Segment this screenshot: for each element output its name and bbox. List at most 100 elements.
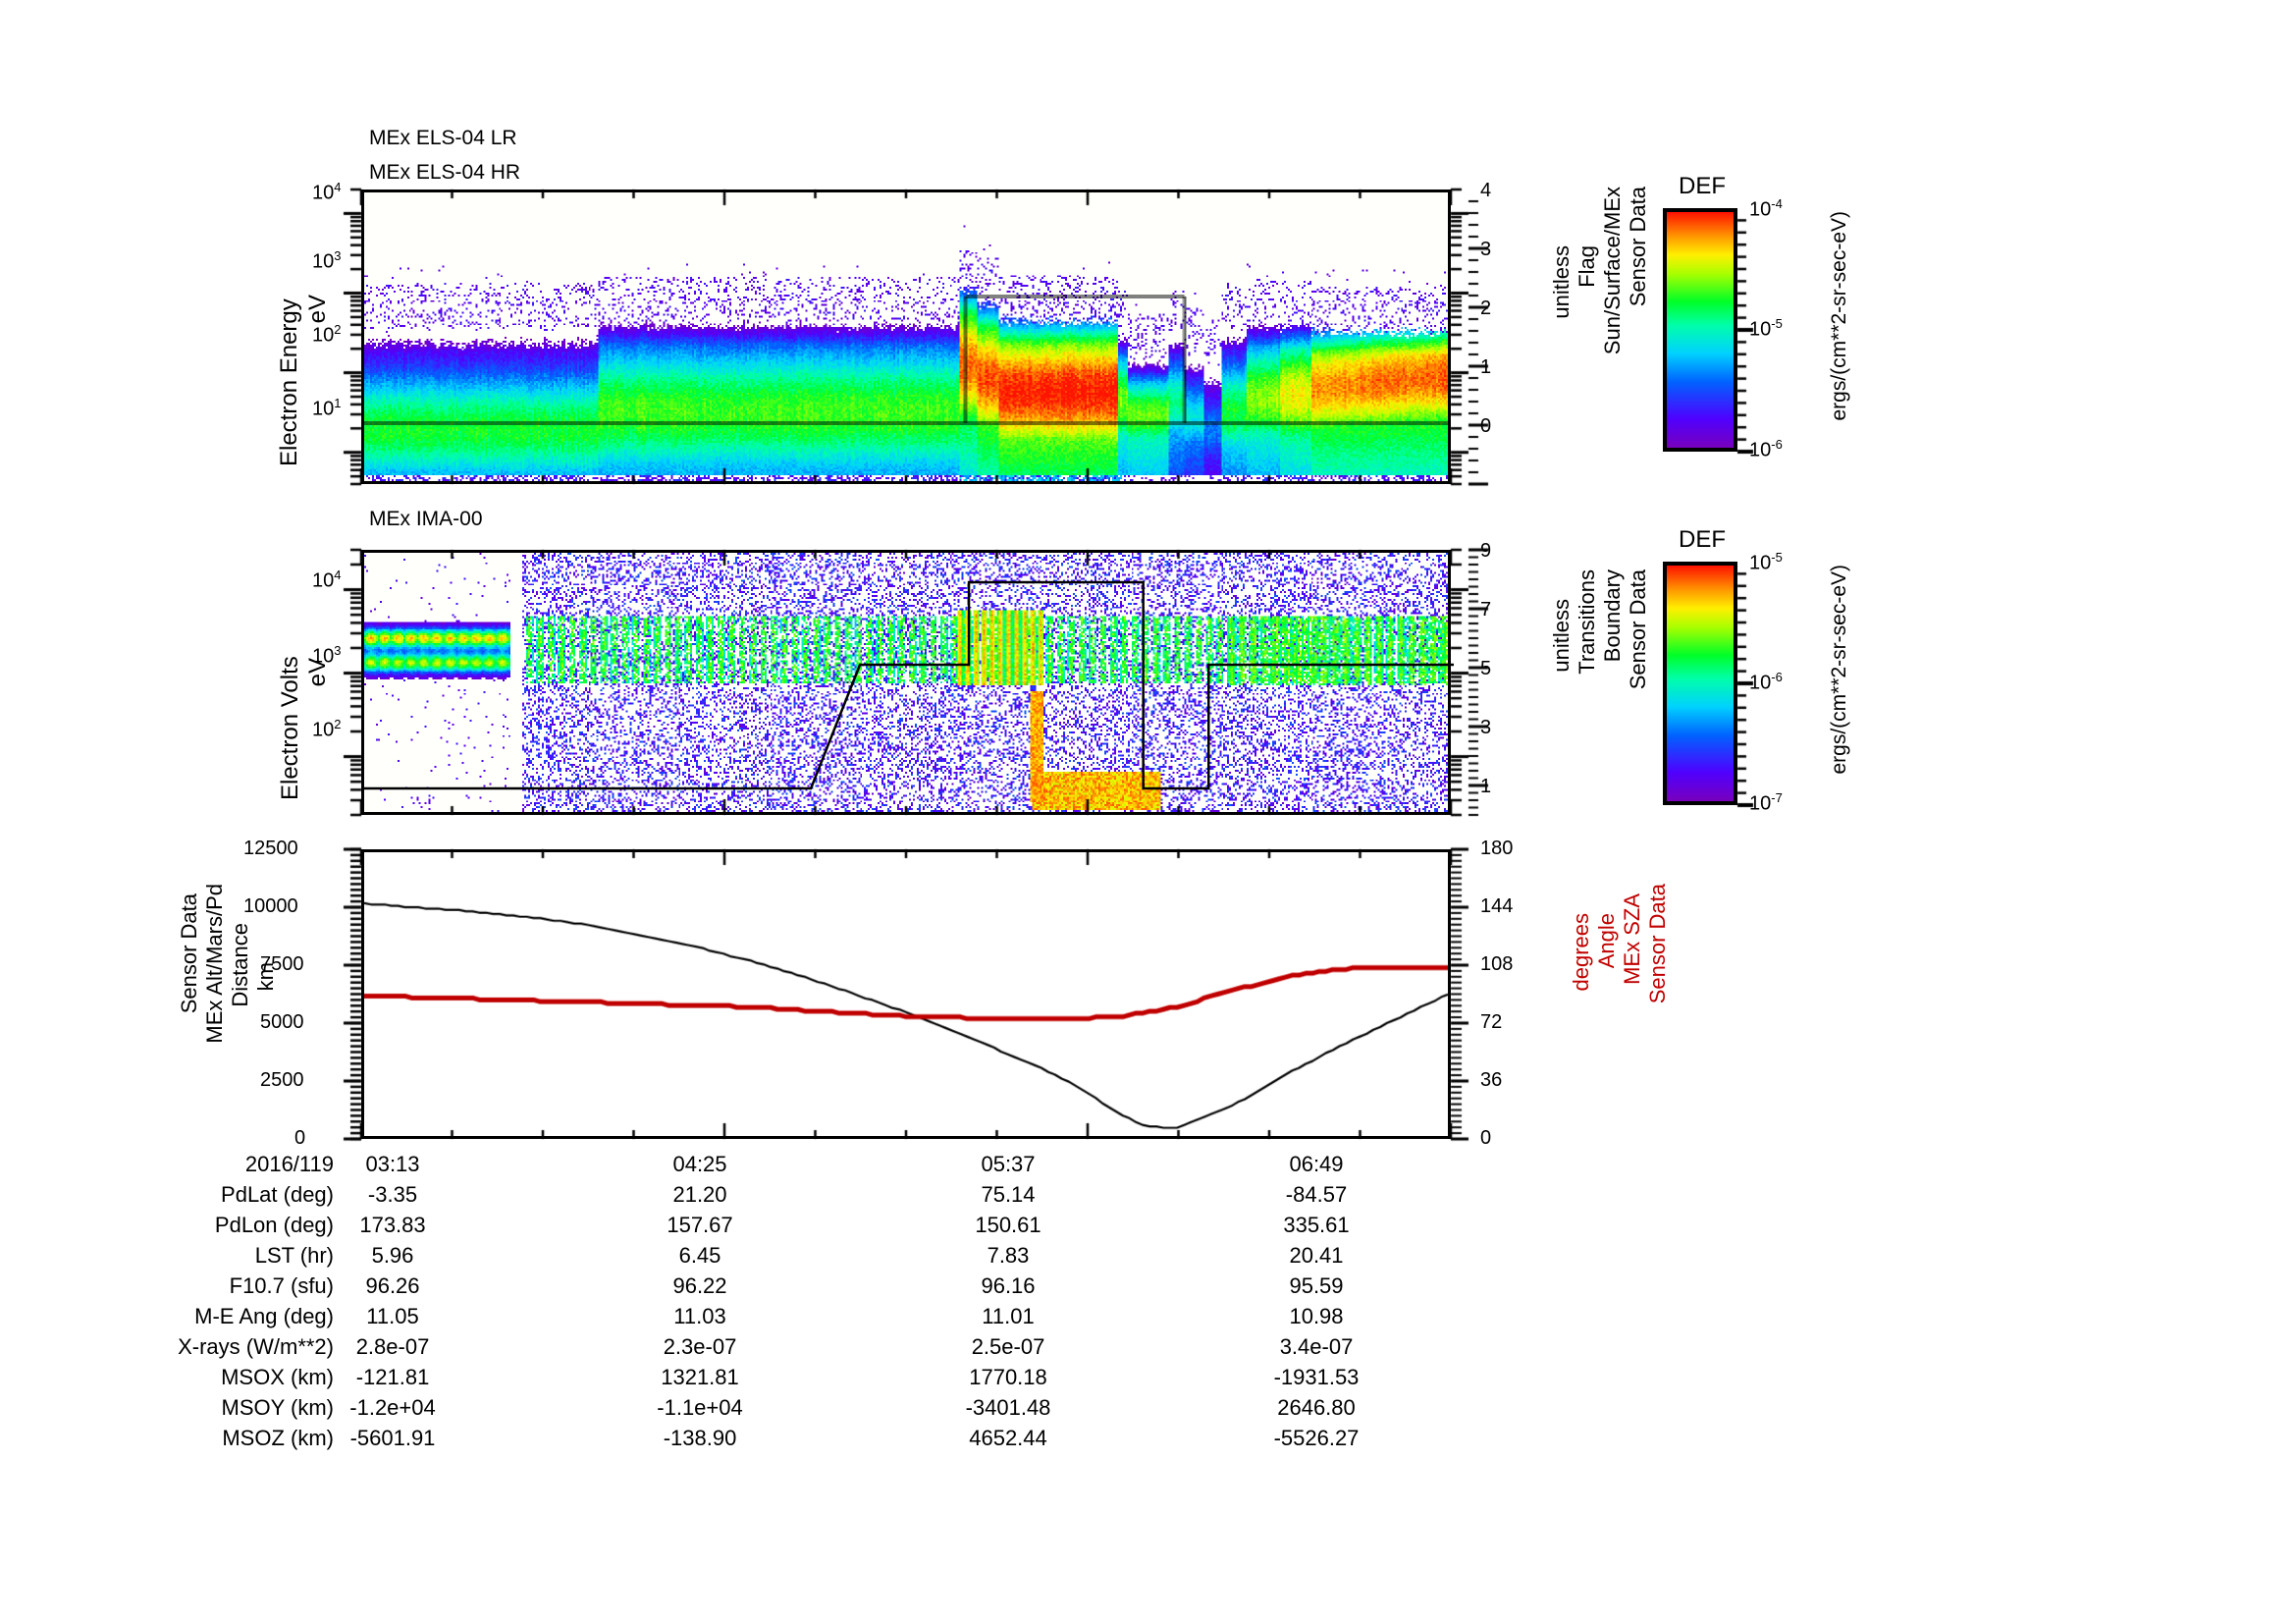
table-cell: -3.35 bbox=[367, 1182, 418, 1207]
alt-ytick-0: 0 bbox=[294, 1127, 306, 1149]
els-right-tick-4: 4 bbox=[1480, 180, 1492, 201]
table-cell: 10.98 bbox=[1289, 1304, 1344, 1328]
sza-ytick-108: 108 bbox=[1480, 953, 1514, 975]
table-row-label: MSOX (km) bbox=[221, 1365, 334, 1389]
alt-left-axis-label: Sensor Data MEx Alt/Mars/Pd Distance km bbox=[177, 884, 278, 1044]
table-cell: 96.22 bbox=[672, 1273, 727, 1298]
alt-ytick-12500: 12500 bbox=[243, 838, 298, 859]
table-cell: 2.5e-07 bbox=[971, 1334, 1045, 1359]
els-yaxis-units: eV bbox=[304, 295, 331, 324]
ima-right-tick-5: 5 bbox=[1480, 658, 1492, 679]
table-cell: 5.96 bbox=[371, 1243, 414, 1268]
table-row-label: MSOY (km) bbox=[221, 1395, 334, 1420]
ima-ytick-1e4: 104 bbox=[312, 568, 342, 592]
table-cell: -1931.53 bbox=[1273, 1365, 1360, 1389]
els-right-axis-label: Sensor Data Sun/Surface/MEx Flag unitles… bbox=[1549, 187, 1650, 355]
table-cell: 1321.81 bbox=[661, 1365, 739, 1389]
panel-els-title-lr: MEx ELS-04 LR bbox=[369, 127, 517, 149]
els-ytick-1e3: 103 bbox=[312, 248, 342, 273]
colorbar-1-bottom-label: 10-6 bbox=[1749, 437, 1783, 461]
table-cell: 06:49 bbox=[1289, 1152, 1344, 1176]
table-cell: 95.59 bbox=[1289, 1273, 1344, 1298]
els-ytick-1e1: 101 bbox=[312, 396, 342, 420]
table-cell: -1.1e+04 bbox=[657, 1395, 743, 1420]
ima-yaxis-units: eV bbox=[304, 658, 331, 687]
sza-ytick-180: 180 bbox=[1480, 838, 1514, 859]
table-cell: 11.05 bbox=[366, 1304, 419, 1328]
table-cell: 20.41 bbox=[1289, 1243, 1344, 1268]
els-right-tick-2: 2 bbox=[1480, 298, 1492, 319]
colorbar-2 bbox=[1663, 562, 1737, 805]
table-cell: 05:37 bbox=[981, 1152, 1036, 1176]
ima-right-tick-1: 1 bbox=[1480, 776, 1492, 797]
table-cell: -84.57 bbox=[1285, 1182, 1348, 1207]
ima-right-tick-3: 3 bbox=[1480, 717, 1492, 738]
ima-boundary-transitions-line bbox=[364, 580, 1454, 790]
colorbar-1-units: ergs/(cm**2-sr-sec-eV) bbox=[1828, 211, 1850, 421]
colorbar-2-mid-label: 10-6 bbox=[1749, 670, 1783, 694]
table-cell: 75.14 bbox=[981, 1182, 1036, 1207]
table-cell: 11.03 bbox=[673, 1304, 726, 1328]
table-cell: 4652.44 bbox=[969, 1426, 1047, 1450]
panel-alt-plot[interactable] bbox=[361, 849, 1451, 1139]
table-cell: 2.8e-07 bbox=[355, 1334, 430, 1359]
els-right-tick-0: 0 bbox=[1480, 415, 1492, 437]
table-row-label: 2016/119 bbox=[244, 1152, 334, 1176]
colorbar-2-bottom-label: 10-7 bbox=[1749, 790, 1783, 815]
ima-right-tick-7: 7 bbox=[1480, 599, 1492, 621]
colorbar-1-mid-label: 10-5 bbox=[1749, 316, 1783, 341]
table-row-label: LST (hr) bbox=[254, 1243, 334, 1268]
colorbar-1-top-label: 10-4 bbox=[1749, 196, 1783, 221]
table-cell: 6.45 bbox=[678, 1243, 721, 1268]
colorbar-2-units: ergs/(cm**2-sr-sec-eV) bbox=[1828, 565, 1850, 775]
table-cell: -3401.48 bbox=[965, 1395, 1051, 1420]
table-cell: 11.01 bbox=[982, 1304, 1035, 1328]
els-right-tick-3: 3 bbox=[1480, 239, 1492, 260]
table-cell: 1770.18 bbox=[969, 1365, 1047, 1389]
table-cell: -121.81 bbox=[355, 1365, 430, 1389]
sza-ytick-36: 36 bbox=[1480, 1069, 1503, 1091]
panel-els-plot[interactable] bbox=[361, 189, 1451, 484]
table-row-label: PdLon (deg) bbox=[214, 1213, 334, 1237]
table-row-label: PdLat (deg) bbox=[221, 1182, 334, 1207]
panel-ima-title: MEx IMA-00 bbox=[369, 508, 483, 530]
panel-els-title-hr: MEx ELS-04 HR bbox=[369, 161, 521, 184]
ima-right-axis-label: Sensor Data Boundary Transitions unitles… bbox=[1549, 569, 1650, 690]
colorbar-2-title: DEF bbox=[1679, 526, 1726, 553]
table-cell: 3.4e-07 bbox=[1279, 1334, 1354, 1359]
els-ytick-1e4: 104 bbox=[312, 180, 342, 204]
colorbar-2-top-label: 10-5 bbox=[1749, 550, 1783, 574]
colorbar-1 bbox=[1663, 208, 1737, 452]
els-ytick-1e2: 102 bbox=[312, 322, 342, 347]
els-yaxis-label: Electron Energy bbox=[276, 298, 302, 466]
els-spectrogram bbox=[364, 192, 1448, 481]
table-cell: 96.26 bbox=[365, 1273, 420, 1298]
ima-right-tick-9: 9 bbox=[1480, 540, 1492, 562]
ima-yaxis-label: Electron Volts bbox=[277, 656, 303, 800]
sza-ytick-0: 0 bbox=[1480, 1127, 1492, 1149]
table-cell: 7.83 bbox=[987, 1243, 1030, 1268]
panel-ima-plot[interactable] bbox=[361, 550, 1454, 815]
table-row-label: F10.7 (sfu) bbox=[229, 1273, 334, 1298]
els-right-tick-1: 1 bbox=[1480, 356, 1492, 378]
table-cell: -1.2e+04 bbox=[349, 1395, 436, 1420]
table-cell: 96.16 bbox=[981, 1273, 1036, 1298]
sza-ytick-144: 144 bbox=[1480, 895, 1514, 917]
ima-ytick-1e2: 102 bbox=[312, 717, 342, 741]
colorbar-1-title: DEF bbox=[1679, 173, 1726, 199]
table-cell: 21.20 bbox=[672, 1182, 727, 1207]
table-cell: 173.83 bbox=[359, 1213, 426, 1237]
table-cell: 157.67 bbox=[667, 1213, 733, 1237]
sza-ytick-72: 72 bbox=[1480, 1011, 1503, 1033]
table-cell: 335.61 bbox=[1283, 1213, 1350, 1237]
table-cell: 03:13 bbox=[365, 1152, 420, 1176]
table-cell: 2646.80 bbox=[1277, 1395, 1356, 1420]
sza-right-axis-label: Sensor Data MEx SZA Angle degrees bbox=[1569, 884, 1670, 1004]
table-row-label: X-rays (W/m**2) bbox=[178, 1334, 334, 1359]
table-cell: 04:25 bbox=[672, 1152, 727, 1176]
table-row-label: MSOZ (km) bbox=[222, 1426, 334, 1450]
table-cell: -5601.91 bbox=[349, 1426, 436, 1450]
table-cell: -5526.27 bbox=[1273, 1426, 1360, 1450]
alt-sza-lines bbox=[364, 852, 1448, 1136]
table-row-label: M-E Ang (deg) bbox=[194, 1304, 334, 1328]
